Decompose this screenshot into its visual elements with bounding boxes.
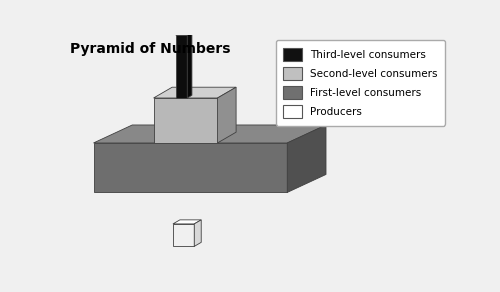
Polygon shape bbox=[218, 87, 236, 143]
Text: Pyramid of Numbers: Pyramid of Numbers bbox=[70, 42, 231, 56]
Polygon shape bbox=[94, 143, 287, 192]
Polygon shape bbox=[173, 220, 201, 224]
Polygon shape bbox=[188, 32, 192, 98]
Polygon shape bbox=[176, 35, 188, 98]
Polygon shape bbox=[287, 125, 326, 192]
Polygon shape bbox=[176, 32, 192, 35]
Polygon shape bbox=[194, 220, 201, 246]
Polygon shape bbox=[154, 98, 218, 143]
Polygon shape bbox=[94, 125, 326, 143]
Legend: Third-level consumers, Second-level consumers, First-level consumers, Producers: Third-level consumers, Second-level cons… bbox=[276, 40, 445, 126]
Polygon shape bbox=[154, 87, 236, 98]
Polygon shape bbox=[173, 224, 194, 246]
